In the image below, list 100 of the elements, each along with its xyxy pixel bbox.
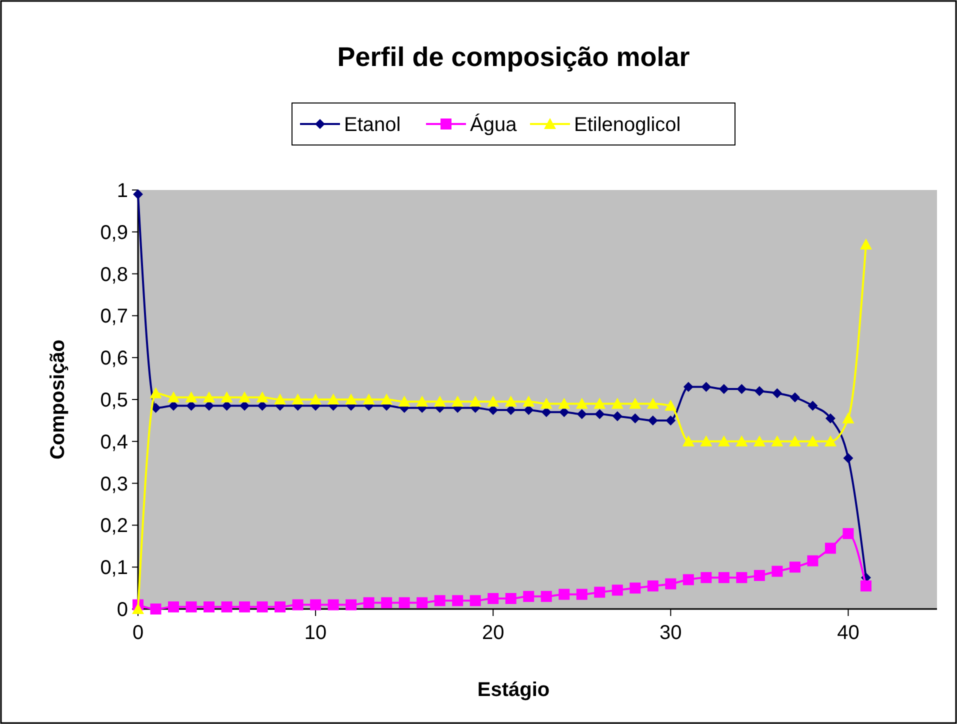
point xyxy=(807,555,818,566)
point xyxy=(541,407,552,418)
point xyxy=(416,597,428,608)
point xyxy=(558,398,570,409)
point xyxy=(825,413,836,424)
point xyxy=(292,599,304,610)
point xyxy=(221,601,232,612)
point xyxy=(754,386,764,396)
point xyxy=(168,400,179,411)
y-tick-label: 0,2 xyxy=(100,515,128,538)
point xyxy=(647,580,658,592)
point xyxy=(772,566,783,577)
point xyxy=(754,570,765,581)
point xyxy=(736,572,748,584)
point xyxy=(310,599,322,610)
point xyxy=(824,542,836,554)
point xyxy=(718,435,730,446)
point xyxy=(292,394,304,404)
point xyxy=(363,597,374,608)
point xyxy=(274,601,286,612)
point xyxy=(470,595,481,606)
y-tick-label: 0 xyxy=(116,599,128,621)
y-tick-label: 0,5 xyxy=(100,390,128,412)
point xyxy=(576,398,588,409)
x-tick-label: 20 xyxy=(482,622,504,644)
point xyxy=(683,382,694,392)
y-tick-label: 1 xyxy=(116,180,128,202)
point xyxy=(203,391,216,402)
point xyxy=(666,415,676,426)
point xyxy=(150,604,162,614)
point xyxy=(771,435,784,446)
point xyxy=(381,597,392,608)
point xyxy=(753,435,766,446)
point xyxy=(523,590,534,602)
x-tick-label: 40 xyxy=(837,622,860,644)
point xyxy=(630,582,641,594)
y-tick-label: 0,4 xyxy=(100,431,128,454)
point xyxy=(664,400,677,411)
point xyxy=(522,396,535,407)
x-tick-label: 10 xyxy=(304,622,327,644)
point xyxy=(611,398,624,409)
point xyxy=(222,400,232,411)
point xyxy=(559,407,570,418)
point xyxy=(239,601,250,612)
point xyxy=(238,391,251,402)
point xyxy=(380,394,393,404)
point xyxy=(504,396,517,407)
point xyxy=(843,453,854,464)
point xyxy=(398,597,410,608)
point xyxy=(310,394,322,404)
point xyxy=(257,400,268,411)
point xyxy=(416,396,428,407)
point xyxy=(274,394,286,404)
point xyxy=(808,400,818,411)
point xyxy=(594,409,605,420)
point xyxy=(240,400,250,411)
y-tick-label: 0,9 xyxy=(100,222,128,244)
legend-label: Etilenoglicol xyxy=(574,114,681,136)
legend-label: Água xyxy=(470,113,518,136)
point xyxy=(256,391,268,402)
point xyxy=(612,584,623,596)
point xyxy=(434,595,446,606)
point xyxy=(576,588,588,600)
point xyxy=(398,396,410,407)
point xyxy=(682,574,694,586)
point xyxy=(150,387,162,398)
point xyxy=(185,391,198,402)
point xyxy=(646,398,659,409)
point xyxy=(860,580,872,592)
point xyxy=(540,590,552,602)
point xyxy=(540,398,552,409)
point xyxy=(488,593,499,604)
point xyxy=(487,396,500,407)
point xyxy=(434,396,446,407)
point xyxy=(469,396,482,407)
point xyxy=(345,394,358,404)
point xyxy=(665,578,676,590)
point xyxy=(220,391,233,402)
point xyxy=(701,382,712,392)
point xyxy=(576,409,587,420)
point xyxy=(204,601,215,612)
point xyxy=(842,412,854,424)
point xyxy=(682,435,694,446)
point xyxy=(594,586,606,598)
point xyxy=(718,384,729,394)
point xyxy=(362,394,375,404)
point xyxy=(168,601,180,612)
point xyxy=(790,392,800,402)
point xyxy=(842,528,854,540)
legend-label: Etanol xyxy=(344,114,401,136)
point xyxy=(789,562,800,573)
y-tick-label: 0,6 xyxy=(100,348,128,370)
point xyxy=(824,435,836,446)
point xyxy=(700,435,712,446)
point xyxy=(327,394,340,404)
point xyxy=(700,572,712,584)
point xyxy=(648,415,658,426)
x-axis-title: Estágio xyxy=(477,679,550,701)
point xyxy=(860,238,872,250)
point xyxy=(772,388,782,398)
